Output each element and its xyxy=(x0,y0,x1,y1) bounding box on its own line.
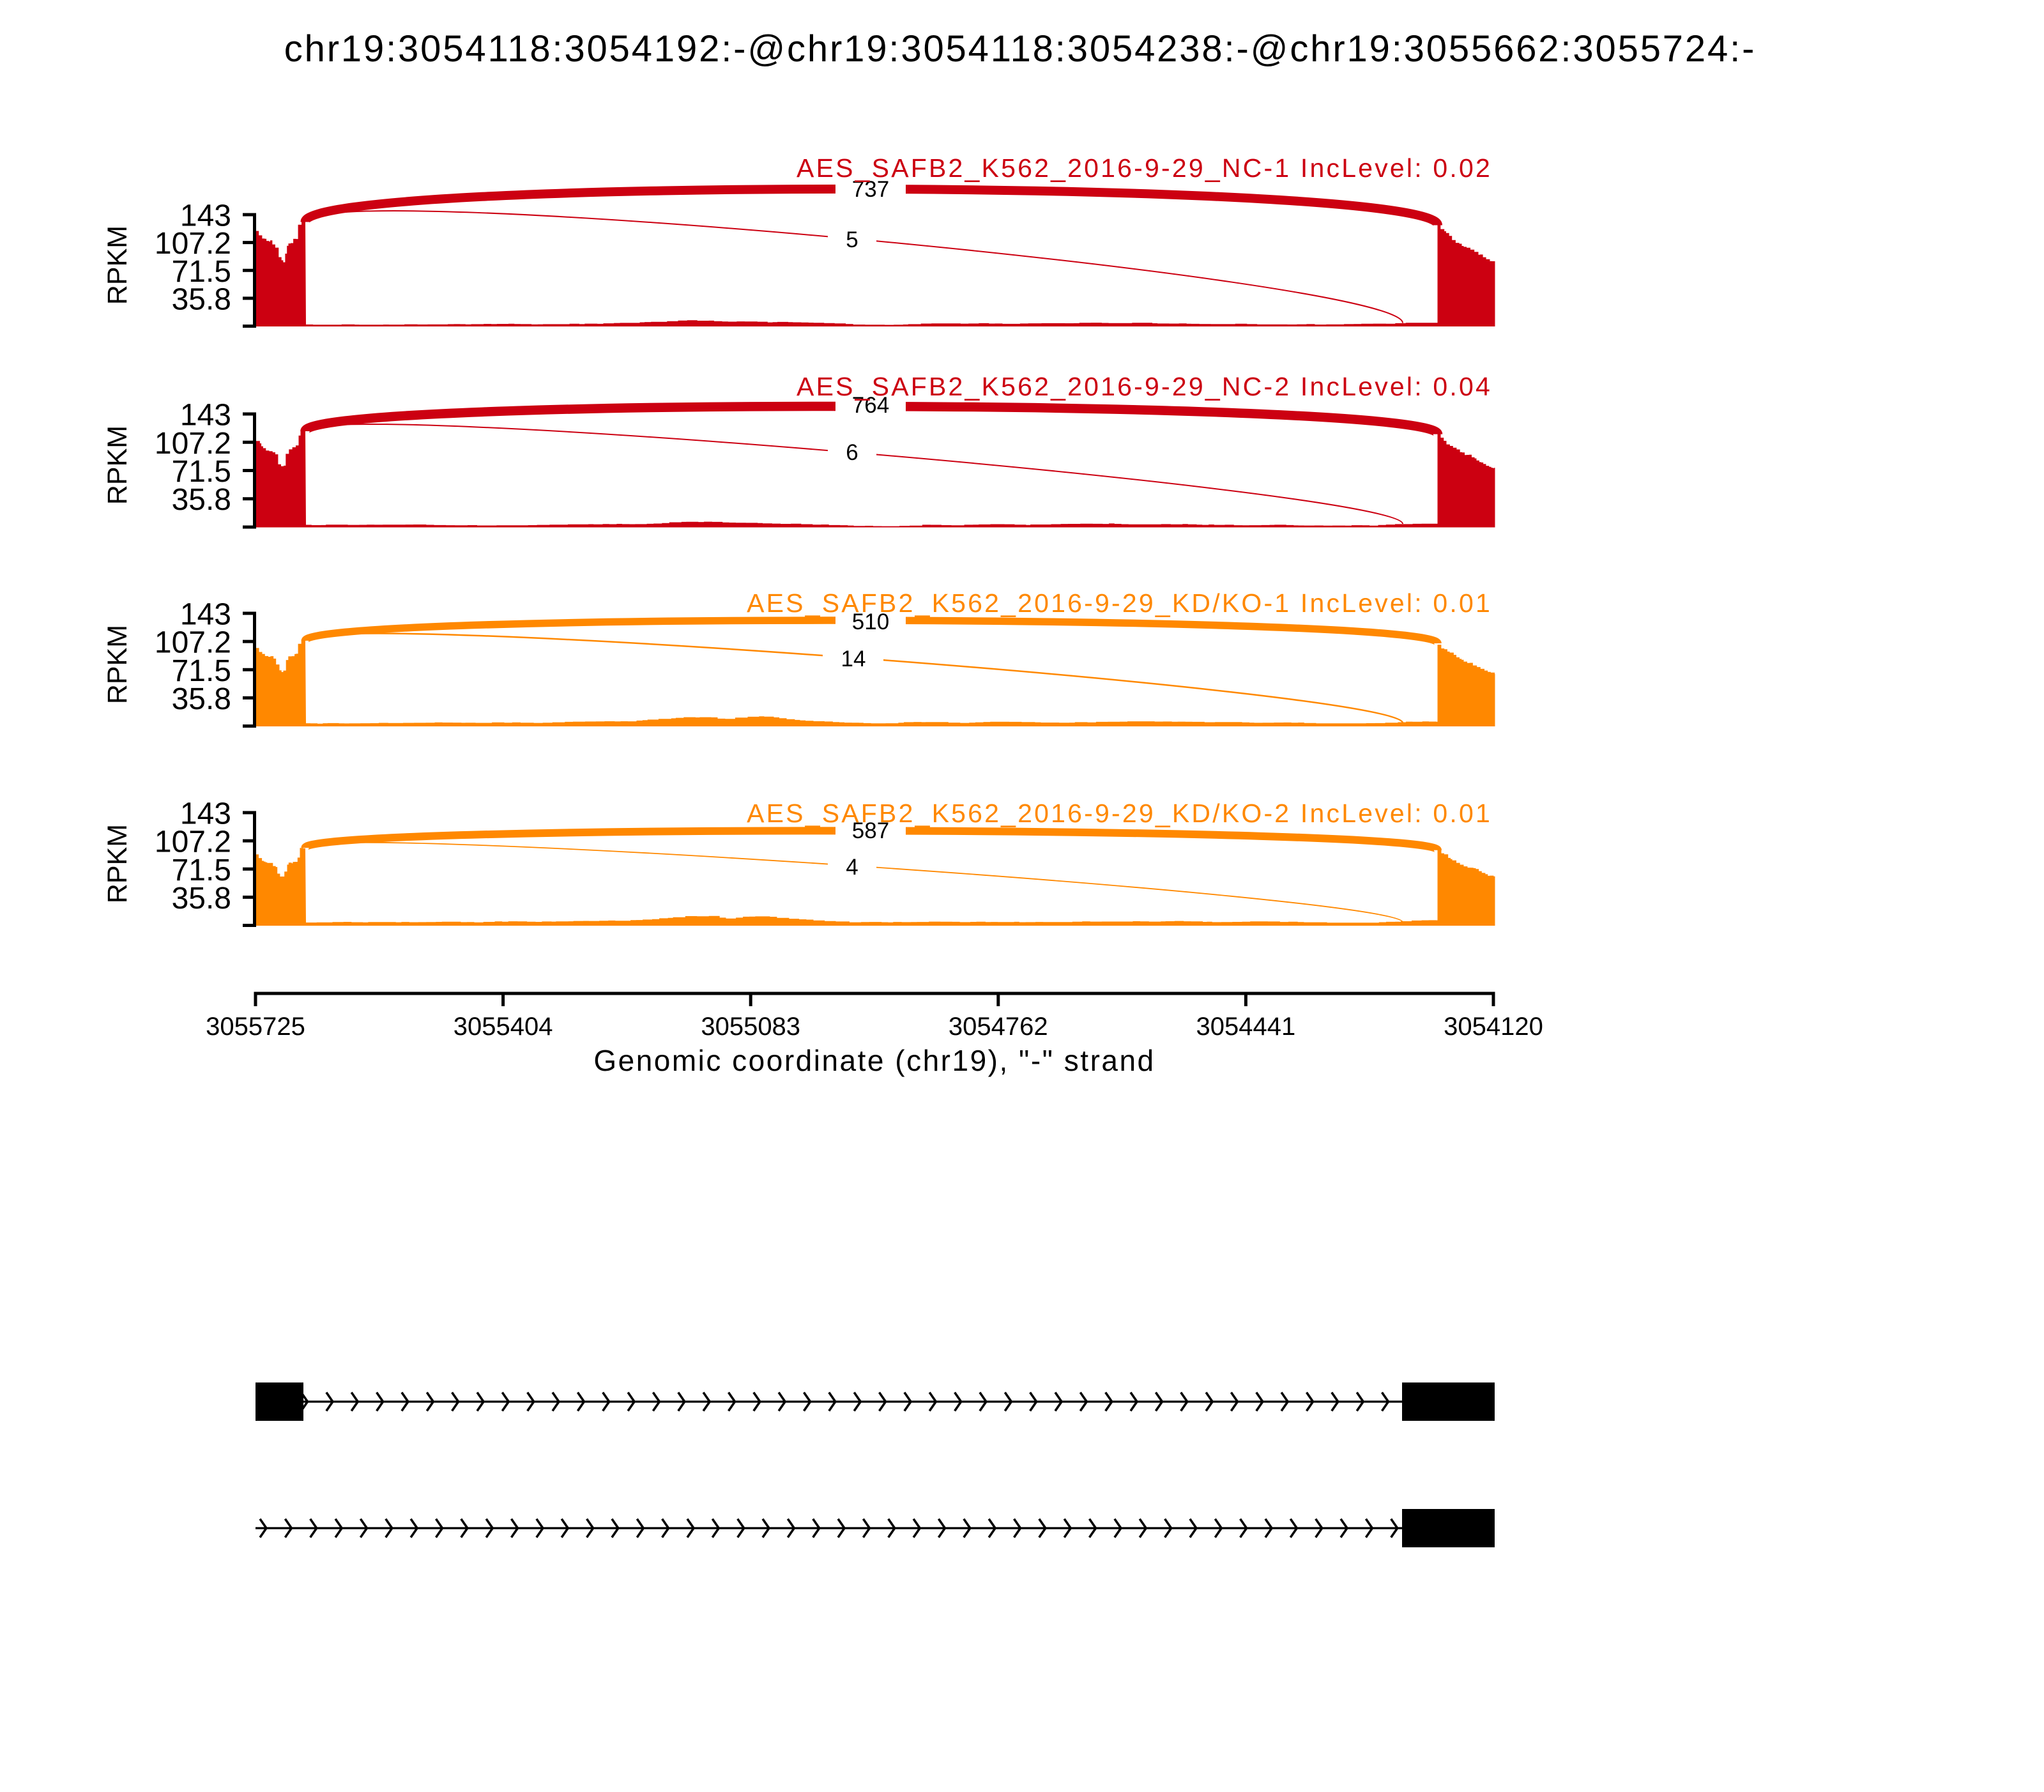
svg-text:3054762: 3054762 xyxy=(949,1013,1048,1041)
svg-text:3054441: 3054441 xyxy=(1196,1013,1296,1041)
svg-text:71.5: 71.5 xyxy=(172,854,231,887)
svg-text:107.2: 107.2 xyxy=(155,227,231,261)
svg-text:71.5: 71.5 xyxy=(172,255,231,289)
svg-text:587: 587 xyxy=(852,818,889,843)
svg-text:3055725: 3055725 xyxy=(206,1013,305,1041)
svg-text:14: 14 xyxy=(841,647,866,671)
svg-text:RPKM: RPKM xyxy=(102,226,133,305)
svg-text:4: 4 xyxy=(846,855,858,880)
svg-text:35.8: 35.8 xyxy=(172,483,231,517)
svg-text:AES_SAFB2_K562_2016-9-29_NC-1: AES_SAFB2_K562_2016-9-29_NC-1 IncLevel: … xyxy=(797,153,1492,183)
svg-text:3055404: 3055404 xyxy=(454,1013,553,1041)
svg-text:35.8: 35.8 xyxy=(172,882,231,915)
svg-text:143: 143 xyxy=(180,399,231,433)
svg-text:107.2: 107.2 xyxy=(155,427,231,461)
svg-text:AES_SAFB2_K562_2016-9-29_KD/KO: AES_SAFB2_K562_2016-9-29_KD/KO-2 IncLeve… xyxy=(747,799,1492,828)
svg-text:143: 143 xyxy=(180,199,231,233)
svg-text:510: 510 xyxy=(852,609,889,634)
svg-text:71.5: 71.5 xyxy=(172,654,231,688)
svg-text:RPKM: RPKM xyxy=(102,425,133,505)
svg-text:AES_SAFB2_K562_2016-9-29_NC-2: AES_SAFB2_K562_2016-9-29_NC-2 IncLevel: … xyxy=(797,372,1492,401)
svg-text:107.2: 107.2 xyxy=(155,825,231,859)
svg-text:chr19:3054118:3054192:-@chr19:: chr19:3054118:3054192:-@chr19:3054118:30… xyxy=(284,28,1757,70)
svg-text:RPKM: RPKM xyxy=(102,625,133,704)
svg-text:71.5: 71.5 xyxy=(172,455,231,489)
svg-text:143: 143 xyxy=(180,598,231,632)
svg-text:143: 143 xyxy=(180,797,231,831)
svg-text:Genomic coordinate (chr19), "-: Genomic coordinate (chr19), "-" strand xyxy=(593,1044,1155,1077)
svg-text:107.2: 107.2 xyxy=(155,626,231,660)
svg-text:737: 737 xyxy=(852,177,889,202)
svg-text:AES_SAFB2_K562_2016-9-29_KD/KO: AES_SAFB2_K562_2016-9-29_KD/KO-1 IncLeve… xyxy=(747,588,1492,618)
svg-text:3055083: 3055083 xyxy=(701,1013,800,1041)
svg-text:35.8: 35.8 xyxy=(172,282,231,316)
svg-text:3054120: 3054120 xyxy=(1444,1013,1543,1041)
svg-text:RPKM: RPKM xyxy=(102,824,133,903)
svg-text:35.8: 35.8 xyxy=(172,682,231,716)
svg-text:6: 6 xyxy=(846,440,858,465)
svg-text:5: 5 xyxy=(846,227,858,252)
svg-text:764: 764 xyxy=(852,393,889,418)
